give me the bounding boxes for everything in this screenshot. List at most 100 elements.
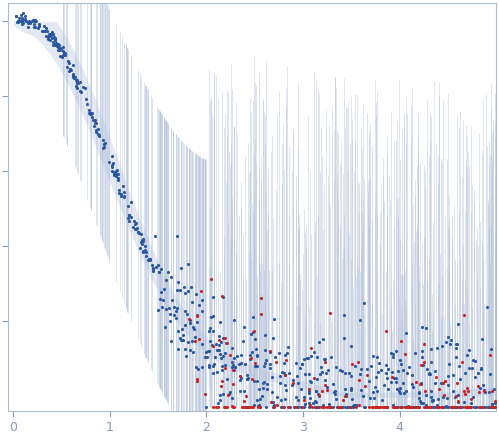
Point [53, 40, 61, 47]
Point [221, 335, 229, 342]
Point [94, 125, 102, 132]
Point [444, 403, 452, 410]
Point [112, 167, 120, 174]
Point [319, 402, 327, 409]
Point [260, 331, 268, 338]
Point [247, 355, 254, 362]
Point [72, 76, 80, 83]
Point [43, 28, 51, 35]
Point [300, 370, 308, 377]
Point [340, 312, 348, 319]
Point [166, 318, 174, 325]
Point [420, 341, 428, 348]
Point [99, 136, 107, 143]
Point [460, 311, 468, 318]
Point [76, 78, 84, 85]
Point [108, 161, 116, 168]
Point [61, 50, 69, 57]
Point [73, 78, 81, 85]
Point [124, 215, 132, 222]
Point [12, 12, 20, 19]
Point [488, 403, 496, 410]
Point [438, 343, 446, 350]
Point [177, 264, 185, 271]
Point [375, 403, 383, 410]
Point [443, 403, 451, 410]
Point [417, 361, 425, 368]
Point [120, 189, 128, 196]
Point [60, 49, 68, 56]
Point [242, 360, 250, 367]
Point [187, 316, 195, 323]
Point [229, 361, 237, 368]
Point [226, 351, 234, 358]
Point [21, 15, 29, 22]
Point [411, 403, 419, 410]
Point [262, 403, 270, 410]
Point [488, 387, 496, 394]
Point [327, 354, 335, 361]
Point [134, 229, 142, 236]
Point [411, 350, 419, 357]
Point [280, 369, 288, 376]
Point [69, 73, 77, 80]
Point [132, 220, 140, 227]
Point [135, 230, 143, 237]
Point [480, 387, 488, 394]
Point [124, 203, 132, 210]
Point [488, 401, 496, 408]
Point [454, 398, 462, 405]
Point [396, 390, 404, 397]
Point [402, 403, 410, 410]
Point [214, 403, 222, 410]
Point [304, 371, 312, 378]
Point [417, 379, 425, 386]
Point [470, 403, 478, 410]
Point [14, 18, 22, 25]
Point [468, 365, 476, 372]
Point [300, 396, 308, 403]
Point [294, 379, 302, 386]
Point [236, 377, 244, 384]
Point [226, 388, 234, 395]
Point [481, 389, 489, 396]
Point [423, 403, 431, 410]
Point [420, 359, 428, 366]
Point [334, 403, 342, 410]
Point [392, 375, 400, 382]
Point [204, 348, 212, 355]
Point [256, 395, 264, 402]
Point [454, 321, 462, 328]
Point [290, 403, 298, 410]
Point [452, 392, 460, 399]
Point [382, 403, 390, 410]
Point [393, 385, 401, 392]
Point [240, 403, 248, 410]
Point [421, 403, 429, 410]
Point [419, 362, 427, 369]
Point [24, 18, 32, 25]
Point [347, 342, 355, 349]
Point [402, 330, 410, 337]
Point [418, 354, 426, 361]
Point [32, 18, 40, 25]
Point [161, 323, 169, 330]
Point [49, 42, 57, 49]
Point [314, 390, 322, 397]
Point [335, 403, 343, 410]
Point [487, 345, 495, 352]
Point [372, 403, 380, 410]
Point [224, 403, 232, 410]
Point [127, 199, 135, 206]
Point [472, 403, 480, 410]
Point [463, 384, 471, 391]
Point [120, 193, 128, 200]
Point [142, 253, 150, 260]
Point [323, 403, 331, 410]
Point [439, 379, 447, 386]
Point [51, 36, 59, 43]
Point [309, 399, 317, 406]
Point [387, 350, 395, 357]
Point [355, 317, 363, 324]
Point [419, 347, 427, 354]
